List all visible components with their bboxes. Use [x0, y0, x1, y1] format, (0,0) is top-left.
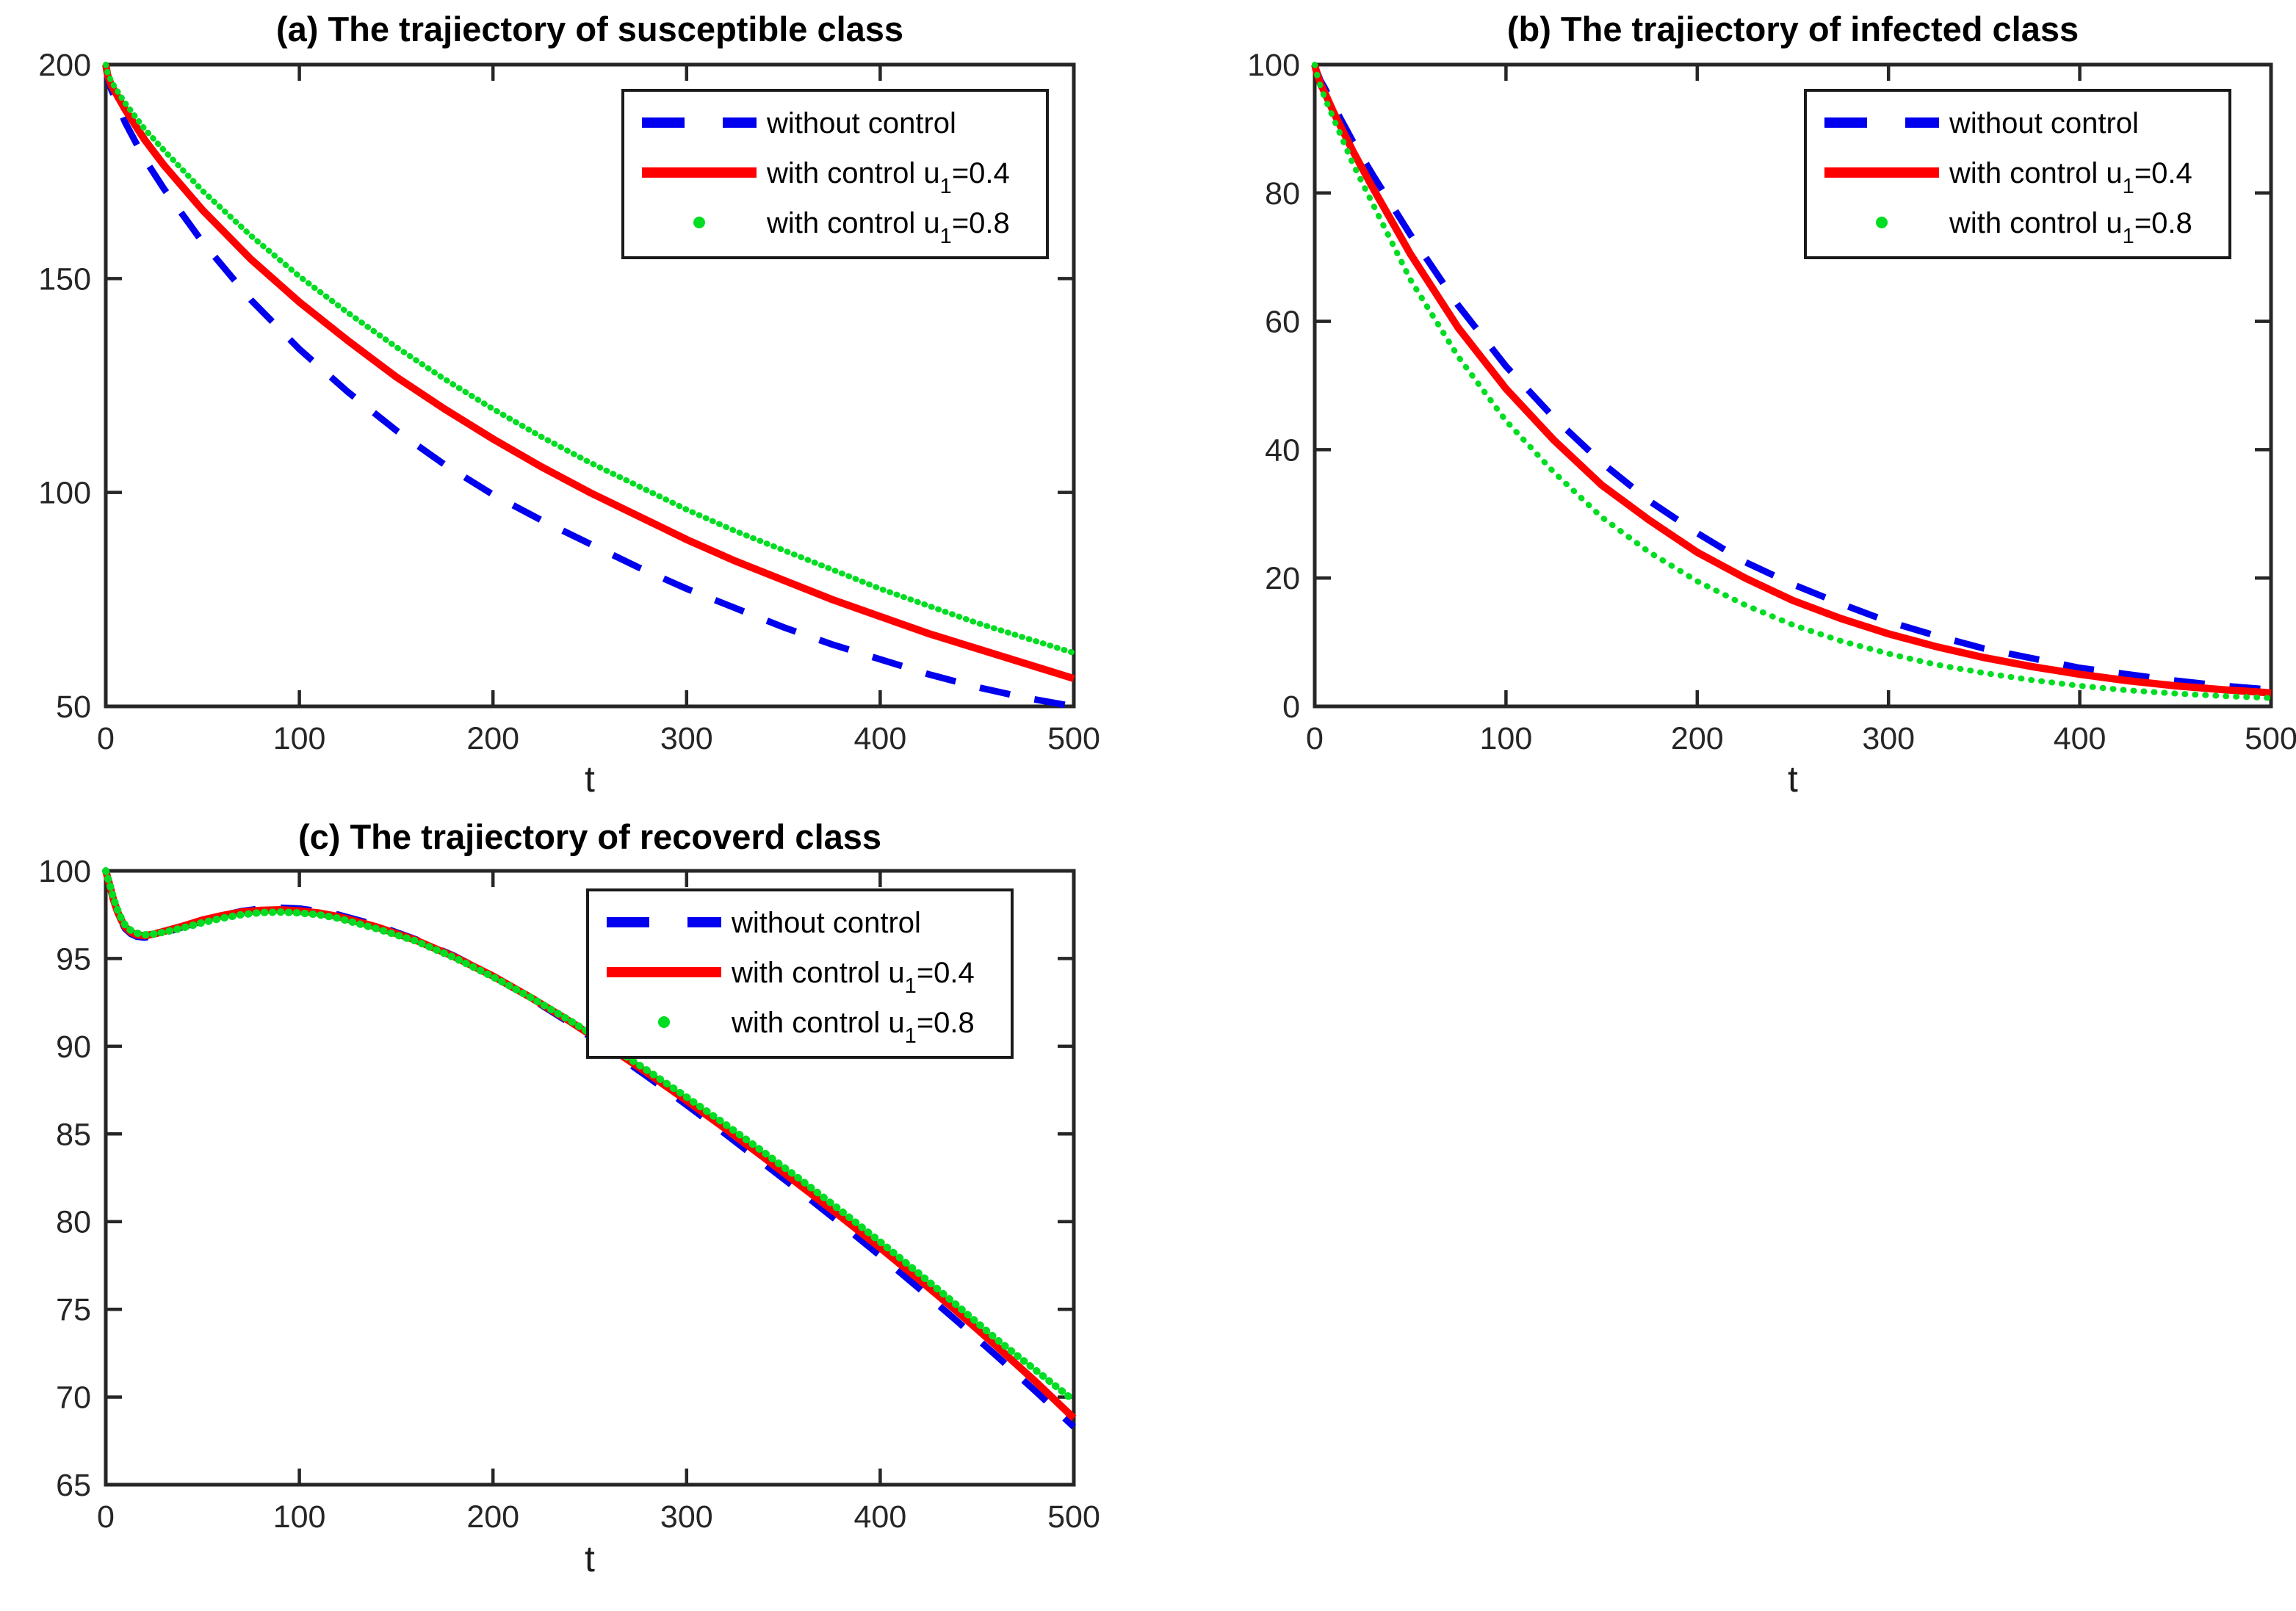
plot-c: 0 100 200 300 400 500 65 70 75 80 85 90 95 100 without… — [38, 854, 1100, 1535]
plot-c-x-tick-label: 300 — [660, 1499, 713, 1535]
plot-c-y-tick-label: 80 — [56, 1205, 91, 1240]
plot-a-x-tick-label: 500 — [1047, 721, 1100, 756]
plot-b-xlabel: t — [1788, 759, 1798, 800]
plot-b-x-tick-label: 200 — [1671, 721, 1724, 756]
plot-b-x-tick-label: 0 — [1306, 721, 1324, 756]
plot-c-y-tick-label: 65 — [56, 1468, 91, 1503]
plot-c-x-tick-label: 500 — [1047, 1499, 1100, 1535]
plot-b-y-tick-label: 100 — [1247, 48, 1300, 83]
plot-a: 0 100 200 300 400 500 50 100 150 200 without contr… — [38, 48, 1100, 756]
plot-a-curves — [102, 62, 1077, 710]
plot-c-x-tick-label: 400 — [854, 1499, 907, 1535]
plot-c-y-tick-label: 90 — [56, 1029, 91, 1065]
plot-b-legend-label: with control u1=0.4 — [1949, 157, 2192, 198]
plot-c-curve-with-control-u1-0-8 — [102, 867, 1077, 1405]
plot-b-legend: without control with control u1=0.4 with c… — [1804, 89, 2231, 259]
plot-b-y-tick-label: 40 — [1265, 432, 1300, 468]
plot-b-y-tick-label: 60 — [1265, 305, 1300, 340]
plot-b-axes-box — [1313, 62, 2273, 709]
plot-a-y-tick-label: 200 — [38, 48, 91, 83]
plot-c-y-tick-label: 75 — [56, 1292, 91, 1328]
plot-a-legend-label: with control u1=0.8 — [766, 207, 1010, 248]
plot-b: 0 100 200 300 400 500 0 20 40 60 80 100 without cont… — [1247, 48, 2296, 756]
plot-c-x-tick-label: 0 — [97, 1499, 115, 1535]
plot-c-x-tick-label: 100 — [273, 1499, 326, 1535]
plot-c-y-tick-label: 70 — [56, 1380, 91, 1416]
plot-a-x-tick-label: 300 — [660, 721, 713, 756]
plot-b-y-tick-label: 20 — [1265, 561, 1300, 596]
plot-b-y-tick-label: 80 — [1265, 176, 1300, 211]
plot-a-legend-marker-dot-icon — [693, 217, 705, 228]
plot-a-y-tick-label: 50 — [56, 689, 91, 725]
plot-c-legend-marker-dot-icon — [658, 1016, 670, 1028]
plot-c-xlabel: t — [585, 1538, 595, 1579]
plot-c-x-tick-label: 200 — [466, 1499, 519, 1535]
plot-b-legend-marker-dot-icon — [1876, 217, 1888, 228]
plot-a-curve-without-control — [102, 64, 1075, 710]
plot-b-curve-with-control-u1-0-4 — [1311, 63, 2272, 697]
plot-b-curve-with-control-u1-0-8 — [1312, 62, 2274, 701]
plot-c-axes-box — [104, 869, 1076, 1487]
plot-b-x-tick-label: 400 — [2054, 721, 2107, 756]
plot-c-y-tick-label: 100 — [38, 854, 91, 889]
plot-a-curve-with-control-u1-0-4 — [102, 64, 1075, 682]
plot-a-axes-box — [104, 62, 1076, 709]
plot-c-legend-label: with control u1=0.8 — [731, 1007, 975, 1048]
plot-b-legend-label: without control — [1949, 107, 2139, 140]
plot-a-y-tick-label: 150 — [38, 261, 91, 297]
plot-b-legend-label: with control u1=0.8 — [1949, 207, 2192, 248]
plot-c-y-tick-label: 85 — [56, 1117, 91, 1152]
plot-b-x-tick-label: 100 — [1480, 721, 1533, 756]
plot-a-x-tick-label: 200 — [466, 721, 519, 756]
plot-a-legend-label: with control u1=0.4 — [766, 157, 1010, 198]
plot-a-x-tick-label: 0 — [97, 721, 115, 756]
plot-c-title: (c) The trajiectory of recoverd class — [297, 817, 882, 856]
plot-c-curves — [102, 867, 1077, 1430]
plot-c-legend: without control with control u1=0.4 with c… — [586, 888, 1014, 1059]
plot-a-y-tick-label: 100 — [38, 476, 91, 511]
plot-a-legend: without control with control u1=0.4 with c… — [621, 89, 1049, 259]
plot-b-curve-without-control — [1311, 63, 2272, 693]
plot-a-xlabel: t — [585, 759, 595, 800]
plot-b-x-tick-label: 300 — [1862, 721, 1915, 756]
plot-b-y-tick-label: 0 — [1282, 689, 1300, 725]
plot-a-legend-label: without control — [766, 107, 956, 140]
plot-c-legend-label: with control u1=0.4 — [731, 957, 975, 998]
plot-c-y-tick-label: 95 — [56, 941, 91, 977]
plot-a-x-tick-label: 400 — [854, 721, 907, 756]
plot-a-title: (a) The trajiectory of susceptible class — [275, 10, 904, 48]
plot-a-curve-with-control-u1-0-8 — [103, 62, 1077, 656]
plot-c-legend-label: without control — [731, 907, 921, 939]
plot-b-x-tick-label: 500 — [2245, 721, 2296, 756]
plot-a-x-tick-label: 100 — [273, 721, 326, 756]
plot-b-curves — [1311, 62, 2274, 701]
plot-b-title: (b) The trajiectory of infected class — [1506, 10, 2079, 48]
